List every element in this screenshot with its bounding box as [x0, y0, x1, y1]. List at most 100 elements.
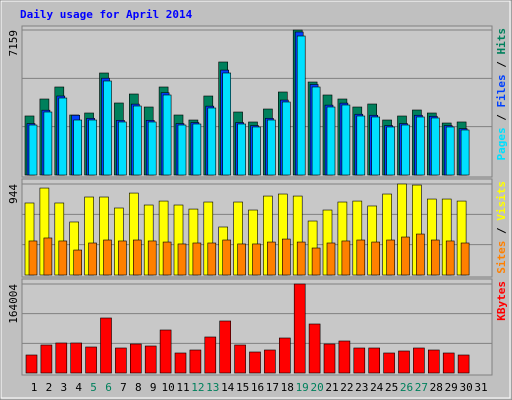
bar: [401, 236, 410, 276]
x-tick-label: 25: [385, 381, 398, 394]
bar: [162, 94, 172, 176]
x-tick-label: 23: [355, 381, 368, 394]
bar: [326, 106, 336, 176]
x-tick-label: 11: [176, 381, 189, 394]
bar: [267, 119, 276, 176]
x-tick-label: 5: [90, 381, 97, 394]
bar: [386, 126, 395, 176]
bar: [103, 80, 112, 176]
bar: [28, 124, 38, 176]
bar: [43, 237, 53, 276]
bar: [281, 238, 291, 276]
x-tick-label: 19: [296, 381, 309, 394]
x-tick-label: 27: [415, 381, 428, 394]
bar: [70, 342, 82, 374]
x-tick-label: 10: [161, 381, 174, 394]
bar: [457, 354, 470, 374]
bar: [204, 336, 217, 374]
bar: [177, 243, 187, 276]
legend-separator: /: [495, 108, 508, 128]
bar: [237, 243, 246, 276]
bar: [341, 240, 351, 276]
bar: [189, 349, 202, 374]
legend-entry: KBytes: [495, 281, 508, 321]
bar: [416, 233, 425, 276]
bar: [192, 123, 202, 176]
bar: [383, 352, 395, 374]
bar: [222, 72, 231, 176]
bar: [341, 104, 351, 176]
bar: [162, 241, 172, 276]
x-tick-label: 28: [430, 381, 443, 394]
bar: [103, 239, 112, 276]
x-tick-label: 18: [281, 381, 294, 394]
y-tick-label: 944: [7, 184, 20, 204]
bar: [100, 317, 112, 374]
legend-entry: Visits: [495, 181, 508, 221]
bar: [159, 329, 172, 374]
bar: [133, 239, 142, 276]
bar: [55, 342, 68, 374]
bar: [308, 323, 321, 374]
bar: [281, 101, 291, 176]
bar: [430, 239, 440, 276]
bar: [222, 239, 231, 276]
bar: [445, 240, 455, 276]
bar: [264, 349, 276, 374]
x-tick-label: 15: [236, 381, 249, 394]
bar: [427, 349, 440, 374]
legend-entry: Files: [495, 74, 508, 107]
legend: KBytes: [495, 281, 508, 321]
x-tick-label: 2: [46, 381, 53, 394]
x-tick-label: 14: [221, 381, 235, 394]
x-tick-label: 31: [474, 381, 487, 394]
legend-entry: Sites: [495, 241, 508, 274]
bar: [118, 240, 127, 276]
bar: [278, 337, 291, 374]
bar: [192, 242, 202, 276]
x-tick-label: 7: [120, 381, 127, 394]
legend-entry: Hits: [495, 28, 508, 55]
bar: [40, 344, 53, 374]
bar: [219, 320, 231, 374]
bar: [58, 240, 68, 276]
bar: [43, 111, 53, 176]
x-tick-label: 16: [251, 381, 264, 394]
bar: [311, 247, 321, 276]
bar: [88, 242, 97, 276]
bar: [413, 347, 425, 374]
bar: [311, 86, 321, 176]
bar: [323, 343, 336, 374]
bar: [207, 242, 217, 276]
bar: [58, 97, 68, 176]
bar: [445, 126, 455, 176]
bar: [73, 119, 82, 176]
chart-title: Daily usage for April 2014: [20, 8, 193, 21]
x-tick-label: 17: [266, 381, 279, 394]
bar: [460, 242, 470, 276]
legend: Pages / Files / Hits: [495, 28, 508, 161]
bar: [174, 352, 187, 374]
x-tick-label: 9: [150, 381, 157, 394]
bar: [207, 107, 217, 176]
bar: [147, 121, 157, 176]
bar: [144, 345, 157, 374]
bar: [25, 354, 38, 374]
bar: [177, 124, 187, 176]
bar: [401, 124, 410, 176]
x-tick-label: 20: [310, 381, 323, 394]
bar: [249, 351, 261, 374]
x-tick-label: 6: [105, 381, 112, 394]
x-tick-label: 29: [445, 381, 458, 394]
x-tick-label: 1: [31, 381, 38, 394]
bar: [416, 116, 425, 176]
bar: [386, 239, 395, 276]
x-tick-label: 30: [459, 381, 472, 394]
bar: [234, 344, 246, 374]
bar: [73, 249, 82, 276]
x-tick-label: 12: [191, 381, 204, 394]
legend-separator: /: [495, 55, 508, 75]
bar: [460, 129, 470, 176]
